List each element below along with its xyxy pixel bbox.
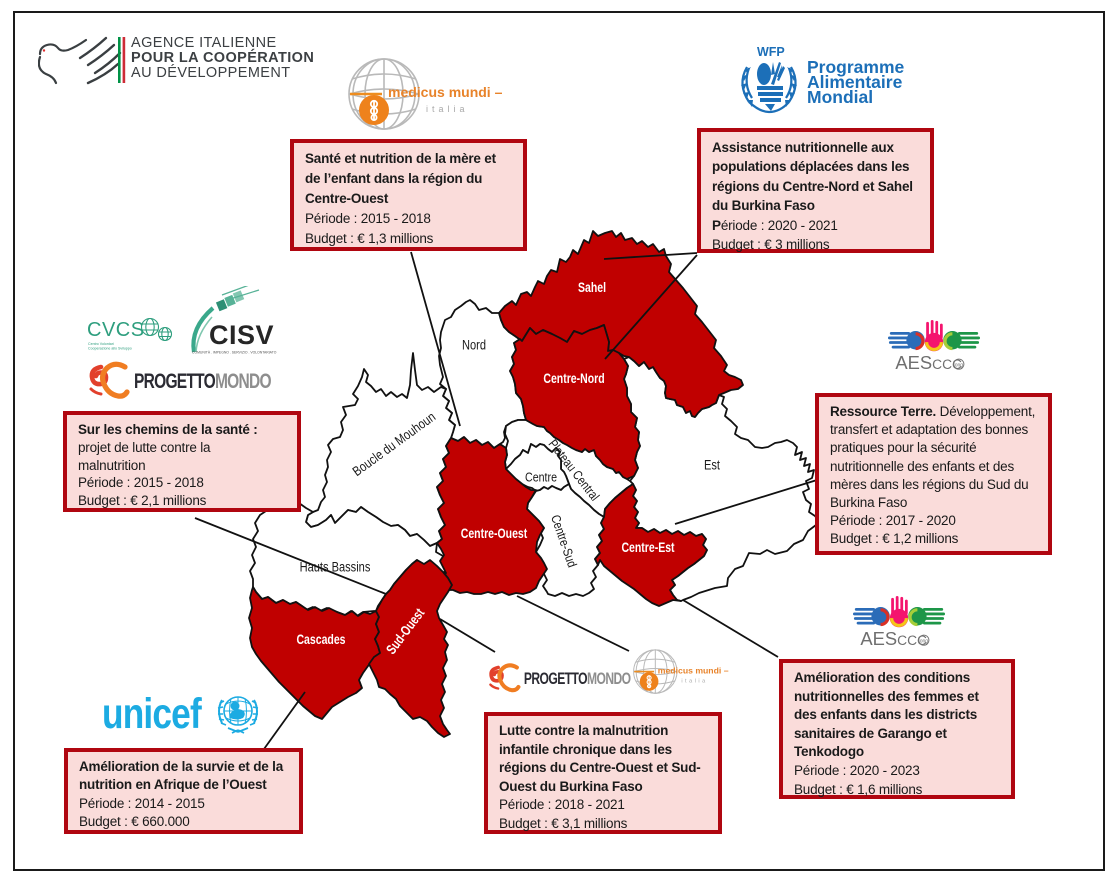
svg-text:Programme: Programme [807,57,905,77]
svg-text:PROGETTOMONDO: PROGETTOMONDO [524,670,631,688]
svg-text:Alimentaire: Alimentaire [807,72,903,92]
svg-text:medicus mundi –: medicus mundi – [388,84,503,100]
svg-text:unicef: unicef [102,690,203,738]
svg-text:ong: ong [955,362,964,368]
svg-text:COMUNITÀ . IMPEGNO . SERVIZIO: COMUNITÀ . IMPEGNO . SERVIZIO . VOLONTAR… [192,351,277,355]
svg-text:AESCCC: AESCCC [895,352,962,373]
svg-text:italia: italia [426,104,469,114]
svg-text:medicus mundi –: medicus mundi – [658,665,729,675]
svg-text:AESCCC: AESCCC [860,628,927,649]
svg-text:Centro Volontari: Centro Volontari [88,342,114,346]
svg-text:CISV: CISV [209,320,274,350]
svg-text:WFP: WFP [757,45,785,59]
svg-text:Cooperazione allo Sviluppo: Cooperazione allo Sviluppo [88,347,132,351]
svg-text:Mondial: Mondial [807,87,873,107]
svg-text:italia: italia [681,679,707,685]
svg-text:ong: ong [920,638,929,644]
svg-text:PROGETTOMONDO: PROGETTOMONDO [134,369,271,393]
svg-text:CVCS: CVCS [87,319,145,341]
